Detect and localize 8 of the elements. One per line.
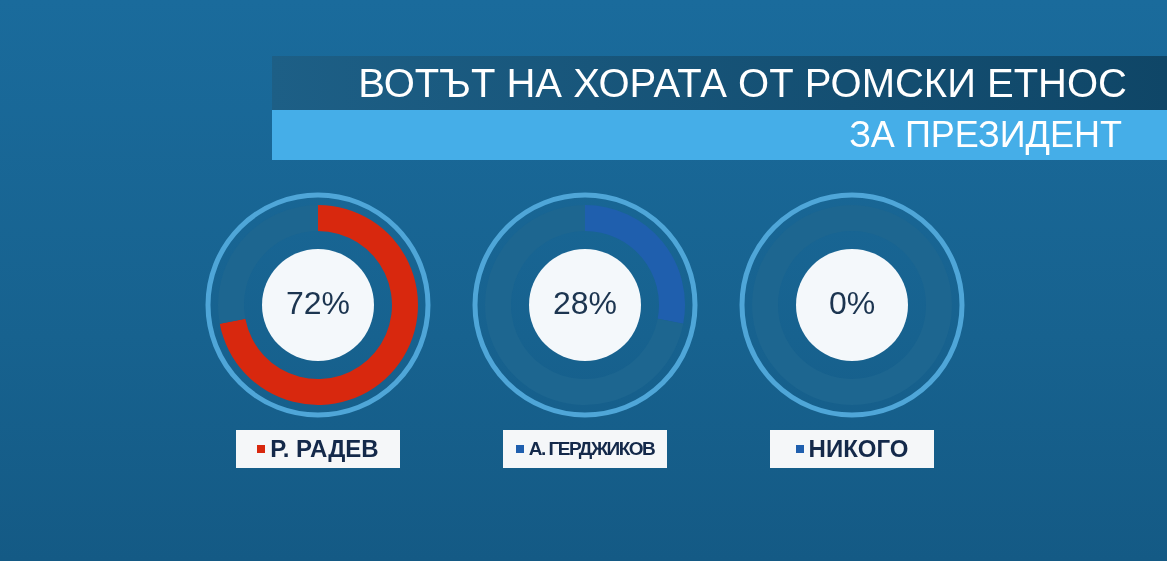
text: ЗА ПРЕЗИДЕНТ	[272, 110, 1167, 160]
text: ВОТЪТ НА ХОРАТА ОТ РОМСКИ ЕТНОС	[272, 56, 1167, 110]
data-label: 28%	[552, 284, 618, 321]
legend-label: НИКОГО	[808, 435, 909, 463]
legend-label: А. ГЕРДЖИКОВ	[528, 438, 655, 460]
text: 0%	[828, 284, 876, 321]
legend-label: Р. РАДЕВ	[270, 435, 379, 463]
data-label: 72%	[285, 284, 351, 321]
